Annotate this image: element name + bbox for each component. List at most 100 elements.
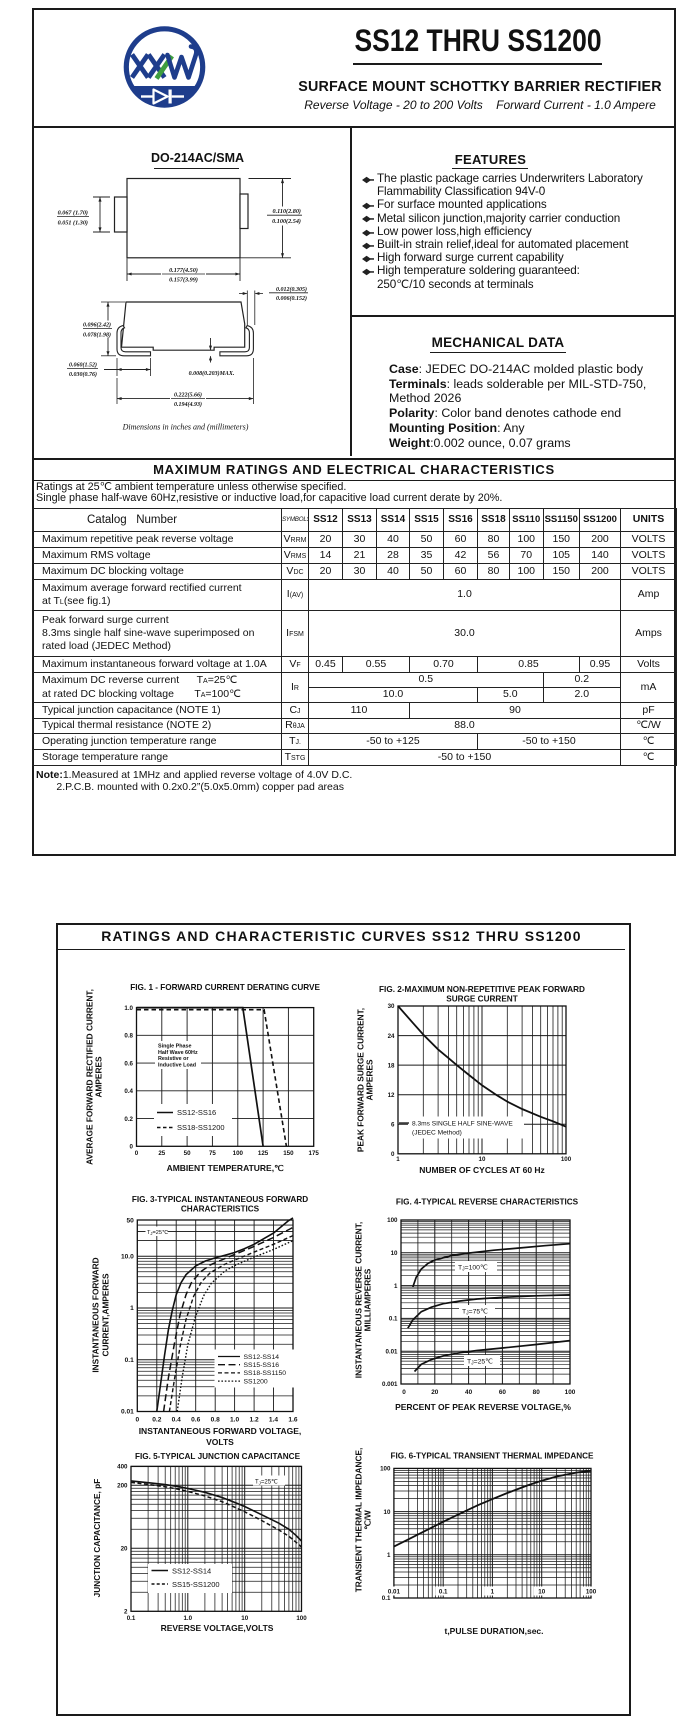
svg-text:Single Phase: Single Phase <box>158 1044 192 1050</box>
svg-text:1.0: 1.0 <box>230 1417 239 1424</box>
svg-text:0.006(0.152): 0.006(0.152) <box>276 295 307 302</box>
svg-text:0.030(0.76): 0.030(0.76) <box>69 371 97 378</box>
svg-text:VOLTS: VOLTS <box>206 1437 234 1447</box>
svg-text:REVERSE VOLTAGE,VOLTS: REVERSE VOLTAGE,VOLTS <box>161 1623 274 1633</box>
svg-text:TJ=25℃: TJ=25℃ <box>147 1230 169 1236</box>
svg-text:0.1: 0.1 <box>382 1595 391 1602</box>
svg-text:0.8: 0.8 <box>211 1417 220 1424</box>
svg-text:60: 60 <box>499 1389 507 1396</box>
svg-text:8.3ms SINGLE HALF SINE-WAVE: 8.3ms SINGLE HALF SINE-WAVE <box>412 1121 513 1128</box>
svg-text:40: 40 <box>465 1389 473 1396</box>
svg-text:175: 175 <box>309 1150 320 1157</box>
svg-text:2: 2 <box>124 1609 128 1616</box>
svg-text:JUNCTION CAPACITANCE, pF: JUNCTION CAPACITANCE, pF <box>92 1479 102 1598</box>
svg-text:20: 20 <box>431 1389 439 1396</box>
svg-text:0.012(0.305): 0.012(0.305) <box>276 286 307 293</box>
svg-text:100: 100 <box>387 1217 398 1224</box>
svg-text:0.222(5.66): 0.222(5.66) <box>174 391 202 398</box>
svg-text:TRANSIENT THERMAL IMPEDANCE,: TRANSIENT THERMAL IMPEDANCE, <box>354 1448 364 1593</box>
svg-text:TJ=75℃: TJ=75℃ <box>462 1309 488 1317</box>
svg-text:AVERAGE FORWARD RECTIFIED CURR: AVERAGE FORWARD RECTIFIED CURRENT, <box>85 989 95 1165</box>
svg-text:SS15-SS1200: SS15-SS1200 <box>172 1580 220 1589</box>
svg-text:200: 200 <box>117 1483 128 1490</box>
svg-text:100: 100 <box>565 1389 576 1396</box>
svg-text:PEAK FORWARD SURGE CURRENT,: PEAK FORWARD SURGE CURRENT, <box>356 1008 366 1152</box>
svg-text:1: 1 <box>396 1156 400 1163</box>
svg-text:0.01: 0.01 <box>385 1348 398 1355</box>
svg-text:50: 50 <box>126 1217 134 1224</box>
svg-text:FIG. 3-TYPICAL INSTANTANEOUS F: FIG. 3-TYPICAL INSTANTANEOUS FORWARD <box>132 1195 308 1204</box>
svg-text:0: 0 <box>402 1389 406 1396</box>
svg-text:0.001: 0.001 <box>382 1381 398 1388</box>
svg-text:Half Wave 60Hz: Half Wave 60Hz <box>158 1050 198 1056</box>
svg-text:SURGE CURRENT: SURGE CURRENT <box>446 995 517 1004</box>
svg-text:50: 50 <box>184 1150 191 1157</box>
svg-text:SS18-SS1200: SS18-SS1200 <box>177 1123 225 1132</box>
svg-text:0.2: 0.2 <box>152 1417 161 1424</box>
svg-text:NUMBER OF CYCLES AT 60 Hz: NUMBER OF CYCLES AT 60 Hz <box>419 1165 545 1175</box>
svg-text:TJ=25℃: TJ=25℃ <box>255 1480 278 1486</box>
svg-text:0.194(4.93): 0.194(4.93) <box>174 401 202 408</box>
svg-text:t,PULSE DURATION,sec.: t,PULSE DURATION,sec. <box>444 1626 543 1636</box>
svg-text:1.2: 1.2 <box>250 1417 259 1424</box>
svg-text:SS18-SS1150: SS18-SS1150 <box>244 1370 287 1377</box>
svg-text:0.4: 0.4 <box>124 1088 133 1095</box>
svg-text:1: 1 <box>387 1552 391 1559</box>
svg-text:CHARACTERISTICS: CHARACTERISTICS <box>181 1205 260 1214</box>
svg-text:0.100(2.54): 0.100(2.54) <box>272 218 301 225</box>
svg-text:0.1: 0.1 <box>127 1615 136 1622</box>
svg-text:SS15-SS16: SS15-SS16 <box>244 1362 280 1369</box>
svg-text:1.0: 1.0 <box>183 1615 192 1622</box>
svg-text:100: 100 <box>561 1156 572 1163</box>
svg-text:AMPERES: AMPERES <box>94 1056 104 1097</box>
svg-text:100: 100 <box>296 1615 307 1622</box>
svg-text:10: 10 <box>384 1509 391 1516</box>
svg-text:(JEDEC Method): (JEDEC Method) <box>412 1130 462 1137</box>
svg-text:1: 1 <box>491 1589 495 1596</box>
svg-text:MILLIAMPERES: MILLIAMPERES <box>363 1268 373 1331</box>
svg-text:FIG. 5-TYPICAL JUNCTION CAPACI: FIG. 5-TYPICAL JUNCTION CAPACITANCE <box>135 1452 301 1461</box>
svg-text:0.6: 0.6 <box>124 1060 133 1067</box>
svg-text:INSTANTANEOUS FORWARD: INSTANTANEOUS FORWARD <box>91 1257 101 1372</box>
svg-text:0.2: 0.2 <box>124 1116 133 1123</box>
svg-text:24: 24 <box>388 1033 395 1040</box>
svg-text:FIG. 1 - FORWARD CURRENT DERAT: FIG. 1 - FORWARD CURRENT DERATING CURVE <box>130 983 320 992</box>
svg-text:0.177(4.50): 0.177(4.50) <box>169 267 198 274</box>
svg-text:1.0: 1.0 <box>124 1005 133 1012</box>
svg-text:CURRENT,AMPERES: CURRENT,AMPERES <box>101 1273 111 1356</box>
svg-text:SS12-SS14: SS12-SS14 <box>172 1567 211 1576</box>
svg-text:400: 400 <box>117 1464 128 1471</box>
svg-text:0.1: 0.1 <box>439 1589 448 1596</box>
svg-text:0.060(1.52): 0.060(1.52) <box>69 361 97 368</box>
svg-text:10: 10 <box>391 1250 398 1257</box>
svg-text:30: 30 <box>388 1003 395 1010</box>
svg-text:6: 6 <box>391 1121 395 1128</box>
svg-text:0.110(2.80): 0.110(2.80) <box>272 208 301 215</box>
svg-text:75: 75 <box>209 1150 216 1157</box>
svg-text:0.051 (1.30): 0.051 (1.30) <box>58 220 88 227</box>
svg-text:0.8: 0.8 <box>124 1033 133 1040</box>
svg-text:AMPERES: AMPERES <box>365 1059 375 1100</box>
svg-text:SS12-SS16: SS12-SS16 <box>177 1108 216 1117</box>
svg-text:1: 1 <box>394 1283 398 1290</box>
svg-text:FIG. 4-TYPICAL REVERSE CHARACT: FIG. 4-TYPICAL REVERSE CHARACTERISTICS <box>396 1198 579 1207</box>
svg-text:0: 0 <box>130 1144 134 1151</box>
svg-text:100: 100 <box>380 1466 391 1473</box>
svg-text:1.4: 1.4 <box>269 1417 278 1424</box>
svg-text:Resistive or: Resistive or <box>158 1056 189 1062</box>
svg-text:10: 10 <box>479 1156 486 1163</box>
svg-text:100: 100 <box>586 1589 597 1596</box>
svg-text:Dimensions in inches and (mill: Dimensions in inches and (millimeters) <box>122 423 249 432</box>
svg-text:0.157(3.99): 0.157(3.99) <box>169 277 198 284</box>
svg-text:SS12-SS14: SS12-SS14 <box>244 1354 280 1361</box>
svg-text:0: 0 <box>391 1151 395 1158</box>
svg-text:TJ=25℃: TJ=25℃ <box>467 1359 493 1367</box>
svg-text:80: 80 <box>533 1389 541 1396</box>
svg-text:0.078(1.98): 0.078(1.98) <box>83 331 111 338</box>
svg-text:0.4: 0.4 <box>172 1417 181 1424</box>
svg-text:0: 0 <box>135 1150 139 1157</box>
svg-text:FIG. 6-TYPICAL TRANSIENT THERM: FIG. 6-TYPICAL TRANSIENT THERMAL IMPEDAN… <box>390 1452 594 1461</box>
svg-text:INSTANTANEOUS FORWARD VOLTAGE,: INSTANTANEOUS FORWARD VOLTAGE, <box>139 1426 302 1436</box>
svg-text:18: 18 <box>388 1062 395 1069</box>
svg-text:0.1: 0.1 <box>125 1357 134 1364</box>
